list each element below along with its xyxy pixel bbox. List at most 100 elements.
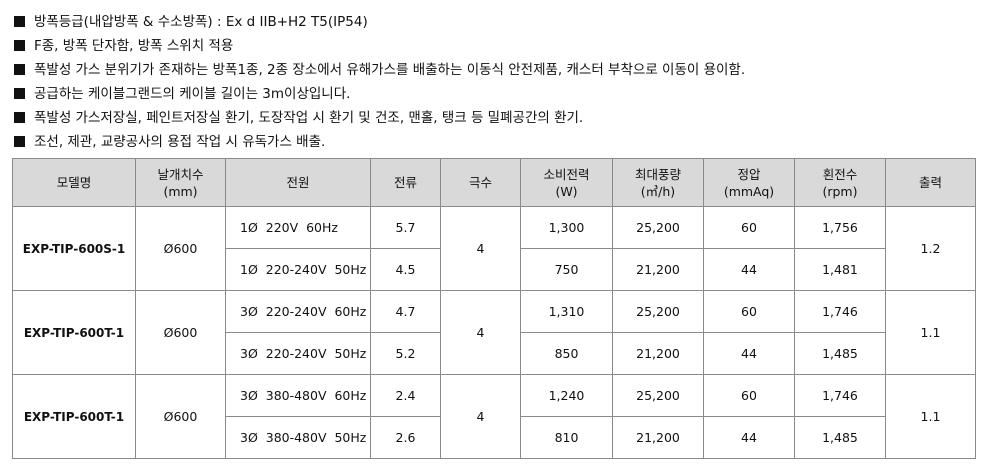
header-text: 날개치수 (157, 166, 204, 182)
current-cell: 4.7 (370, 290, 441, 333)
header-text: 전류 (393, 175, 417, 190)
bullet-square (14, 16, 25, 27)
current-cell: 2.6 (370, 416, 441, 459)
airflow-cell: 21,200 (612, 248, 704, 291)
bullet-text: 조선, 제관, 교량공사의 용접 작업 시 유독가스 배출. (34, 134, 326, 150)
header-text: 모델명 (56, 175, 92, 190)
bullet-square (14, 112, 25, 123)
blade-cell: Ø600 (135, 374, 226, 459)
poles-cell: 4 (440, 290, 521, 375)
output-cell: 1.1 (885, 290, 976, 375)
bullet-text: 공급하는 케이블그랜드의 케이블 길이는 3m이상입니다. (34, 86, 351, 102)
bullet-item: 폭발성 가스 분위기가 존재하는 방폭1종, 2종 장소에서 유해가스를 배출하… (14, 58, 745, 82)
spec-table: 모델명 날개치수 (mm) 전원 전류 극수 소비전력 (W) 최대풍량 (㎥/h) 정압 (mmAq… (12, 158, 976, 459)
airflow-cell: 21,200 (612, 332, 704, 375)
bullet-item: 폭발성 가스저장실, 페인트저장실 환기, 도장작업 시 환기 및 건조, 맨홀… (14, 106, 745, 130)
power-cell: 3Ø 380-480V 60Hz (225, 374, 371, 417)
bullet-text: 방폭등급(내압방폭 & 수소방폭) : Ex d IIB+H2 T5(IP54) (34, 14, 368, 30)
pressure-cell: 60 (703, 374, 795, 417)
header-text: 전원 (286, 175, 310, 190)
bullet-item: F종, 방폭 단자함, 방폭 스위치 적용 (14, 34, 745, 58)
header-cell: 날개치수 (mm) (135, 158, 226, 207)
table-row: EXP-TIP-600T-1 Ø600 3Ø 380-480V 60Hz 2.4 4 1,… (12, 374, 976, 459)
poles-cell: 4 (440, 374, 521, 459)
power-cell: 3Ø 220-240V 60Hz (225, 290, 371, 333)
output-cell: 1.1 (885, 374, 976, 459)
table-body: EXP-TIP-600S-1 Ø600 1Ø 220V 60Hz 5.7 4 1,300 2… (12, 206, 976, 459)
model-cell: EXP-TIP-600S-1 (12, 206, 136, 291)
header-cell: 전류 (370, 158, 441, 207)
header-unit: (mmAq) (723, 183, 775, 199)
consumption-cell: 850 (520, 332, 613, 375)
rpm-cell: 1,485 (794, 416, 886, 459)
current-cell: 5.2 (370, 332, 441, 375)
airflow-cell: 25,200 (612, 206, 704, 249)
bullet-square (14, 88, 25, 99)
table-row: EXP-TIP-600T-1 Ø600 3Ø 220-240V 60Hz 4.7 4 1,… (12, 290, 976, 375)
airflow-cell: 21,200 (612, 416, 704, 459)
header-unit: (rpm) (822, 183, 858, 199)
power-cell: 3Ø 380-480V 50Hz (225, 416, 371, 459)
header-unit: (W) (555, 183, 578, 199)
header-text: 소비전력 (543, 166, 590, 182)
pressure-cell: 44 (703, 248, 795, 291)
header-text: 출력 (918, 175, 942, 190)
current-cell: 5.7 (370, 206, 441, 249)
header-cell: 전원 (225, 158, 371, 207)
model-cell: EXP-TIP-600T-1 (12, 374, 136, 459)
table-row: 3Ø 220-240V 50Hz 5.2 850 21,200 44 1,485 (13, 332, 976, 375)
bullet-item: 조선, 제관, 교량공사의 용접 작업 시 유독가스 배출. (14, 130, 745, 154)
rpm-cell: 1,756 (794, 206, 886, 249)
consumption-cell: 1,240 (520, 374, 613, 417)
pressure-cell: 44 (703, 332, 795, 375)
power-cell: 3Ø 220-240V 50Hz (225, 332, 371, 375)
pressure-cell: 44 (703, 416, 795, 459)
header-cell: 횐전수 (rpm) (794, 158, 886, 207)
rpm-cell: 1,746 (794, 290, 886, 333)
bullet-list: 방폭등급(내압방폭 & 수소방폭) : Ex d IIB+H2 T5(IP54)… (14, 10, 745, 154)
header-cell: 극수 (440, 158, 521, 207)
blade-cell: Ø600 (135, 206, 226, 291)
table-row: 1Ø 220-240V 50Hz 4.5 750 21,200 44 1,481 (13, 248, 976, 291)
header-unit: (mm) (163, 183, 198, 199)
header-cell: 정압 (mmAq) (703, 158, 795, 207)
rpm-cell: 1,485 (794, 332, 886, 375)
header-text: 횐전수 (822, 166, 858, 182)
bullet-square (14, 136, 25, 147)
header-text: 정압 (737, 166, 761, 182)
bullet-square (14, 40, 25, 51)
consumption-cell: 1,300 (520, 206, 613, 249)
header-text: 극수 (468, 175, 492, 190)
airflow-cell: 25,200 (612, 374, 704, 417)
header-text: 최대풍량 (634, 166, 681, 182)
header-cell: 모델명 (12, 158, 136, 207)
bullet-square (14, 64, 25, 75)
rpm-cell: 1,746 (794, 374, 886, 417)
bullet-item: 방폭등급(내압방폭 & 수소방폭) : Ex d IIB+H2 T5(IP54) (14, 10, 745, 34)
pressure-cell: 60 (703, 290, 795, 333)
poles-cell: 4 (440, 206, 521, 291)
airflow-cell: 25,200 (612, 290, 704, 333)
current-cell: 4.5 (370, 248, 441, 291)
blade-cell: Ø600 (135, 290, 226, 375)
bullet-item: 공급하는 케이블그랜드의 케이블 길이는 3m이상입니다. (14, 82, 745, 106)
rpm-cell: 1,481 (794, 248, 886, 291)
header-cell: 소비전력 (W) (520, 158, 613, 207)
table-row: 3Ø 380-480V 50Hz 2.6 810 21,200 44 1,485 (13, 416, 976, 459)
consumption-cell: 750 (520, 248, 613, 291)
consumption-cell: 1,310 (520, 290, 613, 333)
power-cell: 1Ø 220-240V 50Hz (225, 248, 371, 291)
consumption-cell: 810 (520, 416, 613, 459)
header-cell: 최대풍량 (㎥/h) (612, 158, 704, 207)
header-unit: (㎥/h) (640, 183, 676, 199)
table-row: EXP-TIP-600S-1 Ø600 1Ø 220V 60Hz 5.7 4 1,300 2… (12, 206, 976, 291)
bullet-text: F종, 방폭 단자함, 방폭 스위치 적용 (34, 38, 234, 54)
current-cell: 2.4 (370, 374, 441, 417)
header-cell: 출력 (885, 158, 976, 207)
model-cell: EXP-TIP-600T-1 (12, 290, 136, 375)
pressure-cell: 60 (703, 206, 795, 249)
bullet-text: 폭발성 가스저장실, 페인트저장실 환기, 도장작업 시 환기 및 건조, 맨홀… (34, 110, 584, 126)
header-row: 모델명 날개치수 (mm) 전원 전류 극수 소비전력 (W) 최대풍량 (㎥/h) 정압 (mmAq… (12, 158, 976, 207)
output-cell: 1.2 (885, 206, 976, 291)
